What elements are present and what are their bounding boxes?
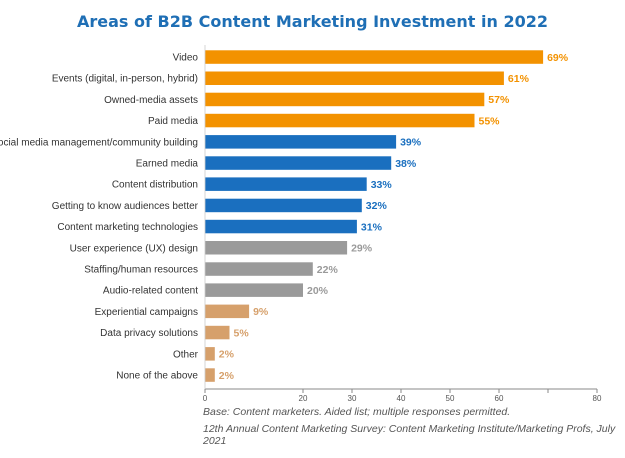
data-label: 5%	[234, 327, 250, 339]
category-label: Data privacy solutions	[100, 328, 198, 339]
x-tick-label: 50	[446, 394, 455, 403]
bar	[205, 241, 348, 255]
bar	[205, 50, 544, 64]
x-tick-label: 60	[495, 394, 504, 403]
data-label: 57%	[488, 94, 510, 106]
bar	[205, 198, 362, 213]
data-label: 69%	[547, 52, 569, 64]
bar	[205, 219, 357, 234]
data-label: 38%	[395, 158, 417, 170]
x-tick-label: 80	[593, 394, 602, 403]
source-note: 12th Annual Content Marketing Survey: Co…	[203, 423, 616, 447]
data-label: 20%	[307, 285, 329, 297]
data-label: 33%	[371, 179, 393, 191]
data-label: 9%	[253, 306, 269, 318]
bar	[205, 113, 475, 128]
category-label: Owned-media assets	[104, 95, 198, 106]
bar	[205, 325, 230, 340]
category-label: Staffing/human resources	[84, 265, 198, 276]
x-tick-label: 40	[397, 394, 406, 403]
category-label: Getting to know audiences better	[52, 201, 199, 212]
x-tick-label: 20	[299, 394, 308, 403]
bar	[205, 283, 303, 297]
category-label: Earned media	[136, 159, 199, 170]
bar	[205, 177, 367, 191]
data-label: 2%	[219, 370, 235, 382]
bar	[205, 92, 485, 107]
category-label: Paid media	[148, 116, 198, 127]
category-label: Other	[173, 349, 199, 360]
data-label: 61%	[508, 73, 530, 85]
data-label: 39%	[400, 137, 422, 149]
chart-title: Areas of B2B Content Marketing Investmen…	[77, 12, 548, 31]
data-label: 22%	[317, 264, 339, 276]
bar	[205, 262, 313, 276]
category-label: User experience (UX) design	[70, 243, 198, 254]
category-label: Content marketing technologies	[57, 222, 198, 233]
data-label: 29%	[351, 243, 373, 255]
base-note: Base: Content marketers. Aided list; mul…	[203, 406, 511, 418]
category-label: Video	[173, 53, 199, 64]
data-label: 2%	[219, 349, 235, 361]
x-tick-label: 30	[348, 394, 357, 403]
category-label: None of the above	[116, 371, 198, 382]
data-label: 55%	[479, 115, 501, 127]
bar	[205, 71, 504, 85]
bar	[205, 347, 215, 361]
bar	[205, 304, 250, 319]
category-label: Social media management/community buildi…	[0, 137, 198, 148]
category-label: Experiential campaigns	[95, 307, 198, 318]
data-label: 31%	[361, 221, 383, 233]
category-label: Content distribution	[112, 180, 198, 191]
x-tick-label: 0	[203, 394, 208, 403]
category-label: Events (digital, in-person, hybrid)	[52, 74, 198, 85]
bar	[205, 156, 392, 170]
bar	[205, 368, 215, 382]
category-label: Audio-related content	[103, 286, 198, 297]
bar	[205, 135, 397, 149]
data-label: 32%	[366, 200, 388, 212]
